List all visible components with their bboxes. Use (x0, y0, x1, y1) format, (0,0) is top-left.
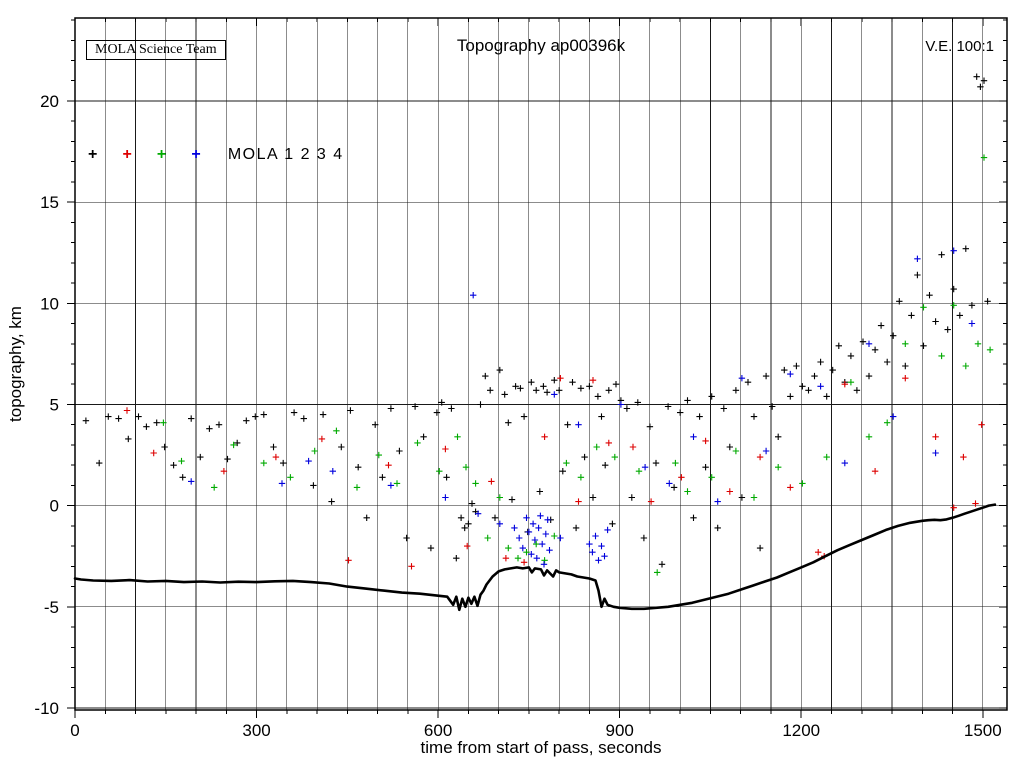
vertical-exaggeration-label: V.E. 100:1 (925, 38, 994, 55)
svg-text:5: 5 (50, 395, 59, 414)
y-axis-label: topography, km (6, 306, 25, 422)
svg-text:15: 15 (40, 193, 59, 212)
x-axis-label: time from start of pass, seconds (420, 738, 662, 757)
legend-marker-mola-2-icon: + (122, 146, 132, 163)
legend-marker-mola-3-icon: + (156, 146, 167, 163)
legend-marker-mola-1-icon: + (88, 146, 98, 163)
svg-text:900: 900 (605, 721, 633, 740)
svg-text:0: 0 (50, 497, 59, 516)
chart-legend: + + + + MOLA 1 2 3 4 (88, 146, 344, 164)
legend-marker-mola-4-icon: + (191, 146, 201, 163)
legend-label: MOLA 1 2 3 4 (227, 146, 344, 163)
svg-text:300: 300 (242, 721, 270, 740)
svg-text:0: 0 (70, 721, 79, 740)
chart-title: Topography ap00396k (456, 36, 626, 55)
svg-text:600: 600 (424, 721, 452, 740)
svg-text:1500: 1500 (964, 721, 1002, 740)
svg-text:20: 20 (40, 92, 59, 111)
svg-text:10: 10 (40, 294, 59, 313)
svg-text:1200: 1200 (782, 721, 820, 740)
mola-science-team-box: MOLA Science Team (86, 40, 226, 60)
svg-text:-5: -5 (44, 598, 59, 617)
svg-text:-10: -10 (34, 699, 59, 718)
